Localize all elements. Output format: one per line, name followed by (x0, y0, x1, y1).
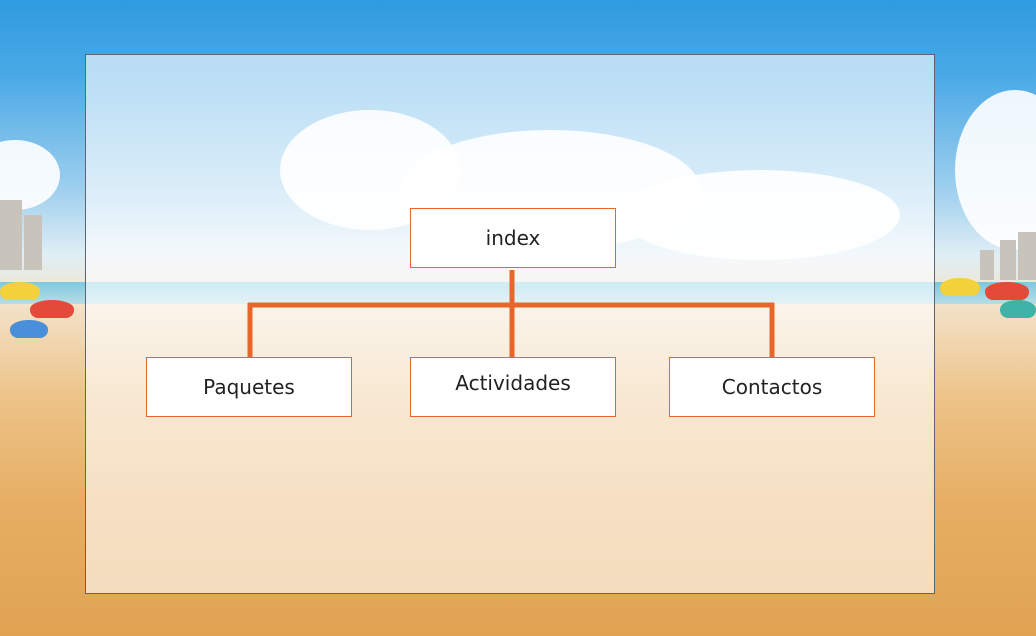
sitemap-connectors (247, 270, 775, 357)
node-paquetes: Paquetes (146, 357, 352, 417)
node-actividades-label: Actividades (455, 371, 571, 395)
node-contactos-label: Contactos (721, 375, 823, 399)
node-paquetes-label: Paquetes (203, 375, 295, 399)
node-index-label: index (485, 226, 541, 250)
node-actividades: Actividades (410, 357, 616, 417)
node-index: index (410, 208, 616, 268)
sitemap-panel: index Paquetes Actividades Contactos (85, 54, 935, 594)
node-contactos: Contactos (669, 357, 875, 417)
